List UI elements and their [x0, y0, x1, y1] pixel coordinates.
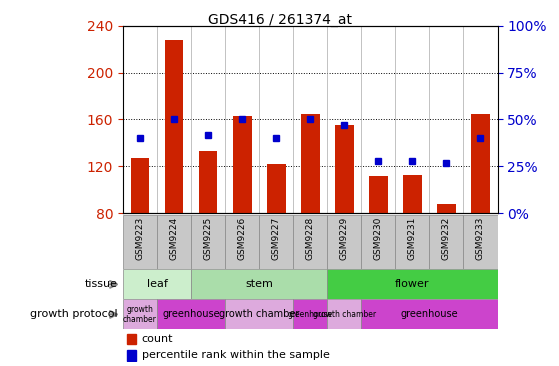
Bar	[429, 215, 463, 269]
Text: GSM9229: GSM9229	[340, 217, 349, 260]
Text: count: count	[142, 334, 173, 344]
Bar	[327, 215, 361, 269]
Bar	[123, 269, 191, 299]
Bar	[403, 175, 421, 213]
Bar	[361, 215, 395, 269]
Bar	[267, 164, 286, 213]
Bar	[165, 40, 183, 213]
Bar	[225, 215, 259, 269]
Text: growth
chamber: growth chamber	[123, 305, 157, 324]
Text: greenhouse: greenhouse	[401, 309, 458, 320]
Text: GSM9231: GSM9231	[408, 217, 417, 260]
Text: leaf: leaf	[146, 279, 168, 290]
Text: greenhouse: greenhouse	[162, 309, 220, 320]
Text: GSM9223: GSM9223	[135, 217, 145, 260]
Bar	[327, 299, 361, 329]
Text: greenhouse: greenhouse	[288, 310, 333, 319]
Bar	[123, 299, 157, 329]
Text: GSM9232: GSM9232	[442, 217, 451, 260]
Text: growth chamber: growth chamber	[219, 309, 300, 320]
Bar	[471, 113, 490, 213]
Bar	[191, 269, 327, 299]
Bar	[293, 215, 327, 269]
Bar	[199, 151, 217, 213]
Bar	[131, 158, 149, 213]
Bar	[395, 215, 429, 269]
Text: GDS416 / 261374_at: GDS416 / 261374_at	[207, 13, 352, 27]
Text: GSM9224: GSM9224	[169, 217, 178, 260]
Text: growth protocol: growth protocol	[30, 309, 117, 320]
Text: GSM9226: GSM9226	[238, 217, 247, 260]
Bar	[233, 116, 252, 213]
Bar	[361, 299, 498, 329]
Text: flower: flower	[395, 279, 430, 290]
Bar	[437, 204, 456, 213]
Bar	[127, 350, 136, 361]
Bar	[127, 334, 136, 344]
Bar	[157, 299, 225, 329]
Text: percentile rank within the sample: percentile rank within the sample	[142, 350, 330, 361]
Text: growth chamber: growth chamber	[312, 310, 376, 319]
Text: GSM9228: GSM9228	[306, 217, 315, 260]
Text: GSM9227: GSM9227	[272, 217, 281, 260]
Bar	[293, 299, 327, 329]
Bar	[225, 299, 293, 329]
Bar	[335, 126, 354, 213]
Bar	[259, 215, 293, 269]
Bar	[157, 215, 191, 269]
Bar	[301, 113, 320, 213]
Text: stem: stem	[245, 279, 273, 290]
Bar	[123, 215, 157, 269]
Bar	[463, 215, 498, 269]
Text: GSM9233: GSM9233	[476, 217, 485, 260]
Bar	[191, 215, 225, 269]
Text: tissue: tissue	[84, 279, 117, 290]
Bar	[327, 269, 498, 299]
Text: GSM9225: GSM9225	[203, 217, 212, 260]
Text: GSM9230: GSM9230	[374, 217, 383, 260]
Bar	[369, 176, 388, 213]
